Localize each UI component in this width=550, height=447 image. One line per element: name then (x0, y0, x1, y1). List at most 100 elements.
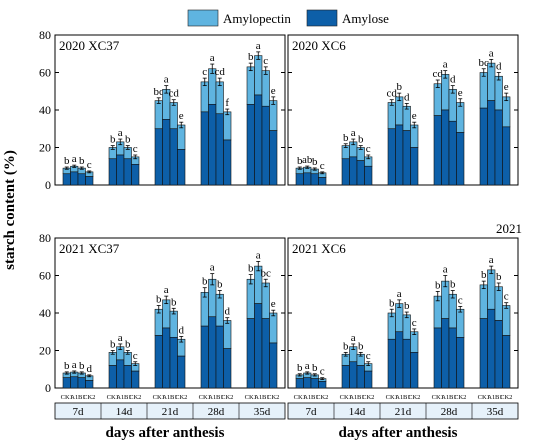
significance-letter: a (305, 360, 310, 372)
treatment-label: CK1 (294, 394, 306, 401)
significance-letter: bc (479, 57, 490, 69)
significance-letter: b (297, 155, 303, 167)
significance-letter: cd (215, 66, 226, 78)
significance-letter: b (312, 156, 318, 168)
legend-amylopectin-label: Amylopectin (223, 11, 291, 26)
bar-amylopectin (441, 74, 450, 111)
significance-letter: b (343, 340, 349, 352)
treatment-label: A1 (395, 394, 403, 401)
treatment-label: CK1 (199, 394, 211, 401)
bar-amylopectin (456, 308, 465, 338)
significance-letter: b (358, 134, 364, 146)
significance-letter: bc (154, 86, 165, 98)
y-tick-label: 60 (39, 269, 51, 283)
bar-amylopectin (246, 278, 255, 319)
significance-letter: b (110, 134, 116, 146)
bar-amylose (318, 381, 327, 389)
treatment-label: A1 (162, 394, 170, 401)
treatment-label: B1 (170, 394, 178, 401)
significance-letter: d (450, 74, 456, 86)
bar-amylopectin (448, 293, 457, 329)
bar-amylose (441, 318, 450, 389)
treatment-label: A1 (208, 394, 216, 401)
bar-amylopectin (215, 81, 224, 115)
significance-letter: a (164, 284, 169, 296)
bar-amylopectin (502, 96, 511, 128)
significance-letter: c (320, 160, 325, 172)
bar-amylose (387, 338, 396, 389)
bar-amylopectin (456, 102, 465, 133)
treatment-label: B1 (311, 394, 319, 401)
bar-amylose (456, 337, 465, 389)
significance-letter: a (443, 59, 448, 71)
y-tick-label: 0 (45, 178, 51, 192)
day-label: 7d (306, 406, 318, 418)
bar-amylose (269, 342, 278, 389)
bar-amylose (223, 139, 232, 186)
treatment-label: CK1 (61, 394, 73, 401)
bar-amylose (70, 171, 79, 186)
bar-amylose (303, 172, 312, 186)
bar-amylose (77, 173, 86, 186)
x-axis-title-right: days after anthesis (339, 425, 458, 441)
day-label: 28d (208, 406, 225, 418)
bar-amylose (448, 120, 457, 186)
treatment-label: A1 (349, 394, 357, 401)
bar-amylose (387, 128, 396, 186)
significance-letter: c (458, 294, 463, 306)
significance-letter: b (343, 132, 349, 144)
bar-amylose (169, 337, 178, 389)
bar-amylose (433, 327, 442, 389)
significance-letter: c (133, 143, 138, 155)
bar-amylose (364, 165, 373, 186)
bar-amylose (502, 126, 511, 186)
bar-amylose (200, 325, 209, 389)
panel-title: 2020 XC6 (292, 38, 346, 53)
significance-letter: e (271, 298, 276, 310)
bar-amylose (215, 325, 224, 389)
bar-amylose (123, 158, 132, 186)
significance-letter: c (133, 350, 138, 362)
bar-amylopectin (402, 105, 411, 131)
bar-amylopectin (162, 299, 171, 329)
treatment-label: B1 (403, 394, 411, 401)
significance-letter: b (358, 340, 364, 352)
significance-letter: b (297, 362, 303, 374)
bar-amylopectin (246, 66, 255, 105)
bar-amylopectin (261, 282, 270, 319)
significance-letter: c (87, 159, 92, 171)
bar-amylose (318, 177, 327, 186)
treatment-label: B1 (124, 394, 132, 401)
bar-amylose (162, 327, 171, 389)
bar-amylopectin (261, 70, 270, 107)
bar-amylose (487, 100, 496, 186)
bar-amylopectin (177, 124, 186, 150)
bar-amylose (410, 352, 419, 389)
significance-letter: cd (169, 88, 180, 100)
significance-letter: c (412, 317, 417, 329)
significance-letter: a (118, 332, 123, 344)
day-label: 35d (254, 406, 271, 418)
bar-amylose (177, 355, 186, 389)
significance-letter: b (64, 155, 70, 167)
significance-letter: d (404, 91, 410, 103)
significance-letter: d (496, 61, 502, 73)
treatment-label: A1 (254, 394, 262, 401)
significance-letter: b (496, 271, 502, 283)
bar-amylose (70, 376, 79, 389)
significance-letter: d (87, 363, 93, 375)
day-label: 14d (349, 406, 366, 418)
bar-amylopectin (448, 89, 457, 122)
significance-letter: b (125, 339, 131, 351)
treatment-label: CK2 (175, 394, 187, 401)
bar-amylose (200, 111, 209, 186)
bar-amylose (169, 128, 178, 186)
bar-amylose (479, 107, 488, 186)
bar-amylopectin (487, 269, 496, 310)
treatment-label: B1 (262, 394, 270, 401)
bar-amylopectin (395, 303, 404, 333)
bar-amylose (254, 303, 263, 389)
treatment-label: CK2 (129, 394, 141, 401)
significance-letter: b (64, 360, 70, 372)
